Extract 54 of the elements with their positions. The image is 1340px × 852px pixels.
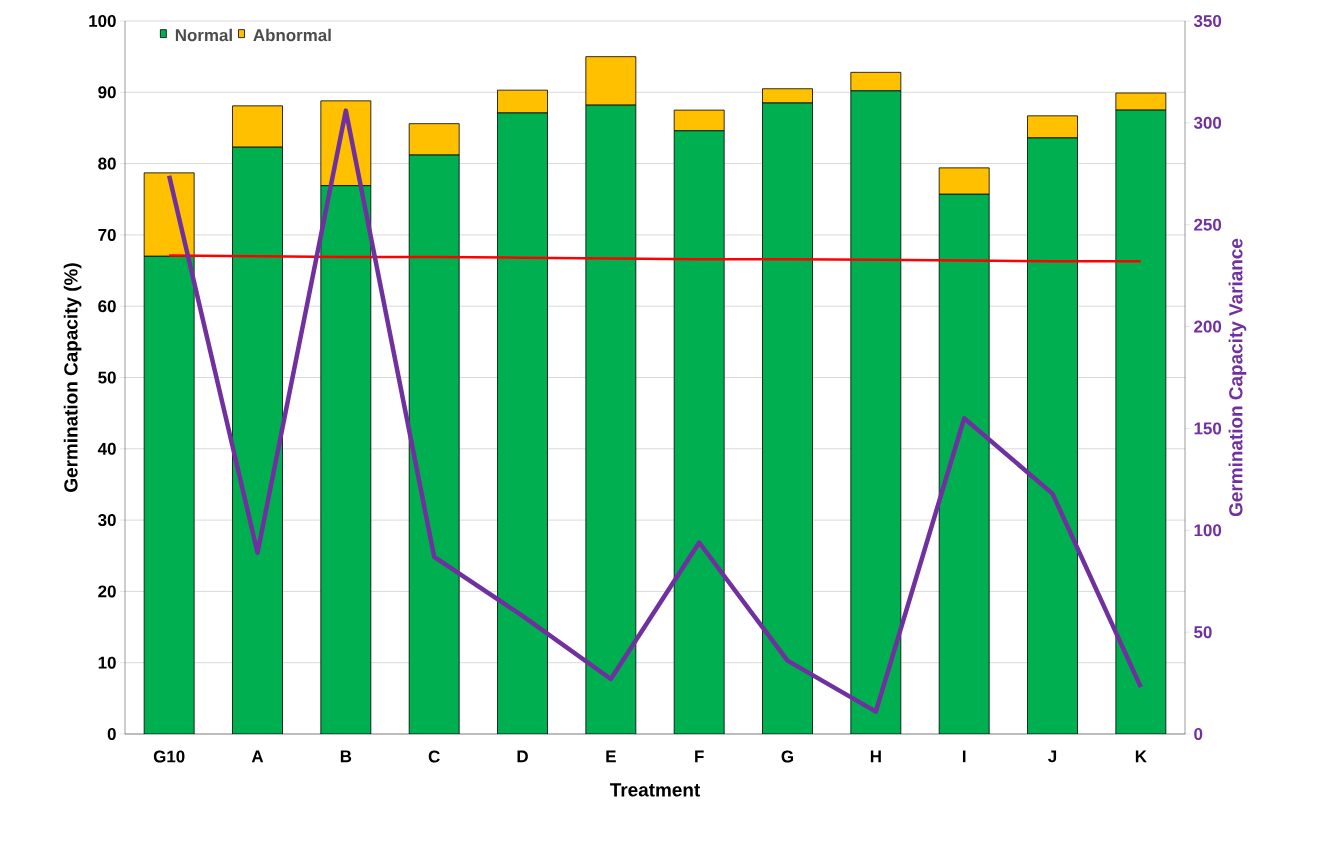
y-tick-label: 80 — [98, 157, 116, 170]
y2-tick-label: 150 — [1194, 422, 1222, 435]
bar — [1115, 109, 1167, 734]
legend-label: Normal — [175, 28, 232, 42]
y2-axis-title: Germination Capacity Variance — [1228, 238, 1247, 517]
x-tick-label: E — [606, 750, 616, 763]
bar — [497, 112, 548, 734]
y2-tick-label: 0 — [1194, 728, 1203, 740]
x-tick-label: B — [340, 750, 352, 763]
bar — [143, 255, 195, 734]
x-tick-label: C — [428, 750, 440, 763]
y-tick-label: 0 — [107, 728, 116, 740]
bar — [232, 105, 283, 148]
x-tick-label: F — [695, 750, 704, 763]
y-tick-label: 70 — [98, 228, 116, 241]
x-tick-label: H — [870, 750, 881, 763]
bar — [673, 109, 725, 132]
x-tick-label: K — [1135, 750, 1147, 763]
x-tick-label: G — [781, 750, 794, 763]
y-axis-title: Germination Capacity (%) — [63, 263, 82, 492]
y-tick-label: 40 — [97, 442, 116, 455]
bar — [850, 90, 902, 734]
y2-tick-label: 100 — [1194, 524, 1222, 537]
legend-label: Abnormal — [253, 28, 331, 42]
bar — [232, 146, 283, 734]
line-series — [166, 108, 1144, 714]
x-tick-label: I — [962, 750, 966, 763]
y-tick-label: 50 — [98, 371, 116, 384]
y-tick-label: 90 — [98, 86, 116, 99]
bar — [938, 193, 990, 734]
y-tick-label: 60 — [98, 300, 116, 313]
y2-tick-label: 350 — [1193, 14, 1222, 27]
x-tick-label: D — [517, 750, 528, 763]
y-tick-label: 10 — [98, 656, 116, 669]
x-tick-label: G10 — [153, 750, 185, 763]
y-tick-label: 100 — [89, 14, 116, 27]
x-axis-title: Treatment — [609, 783, 700, 797]
y2-tick-label: 300 — [1193, 116, 1222, 129]
bar — [585, 104, 637, 734]
bar — [938, 167, 990, 195]
bar — [408, 123, 460, 156]
bar — [1027, 115, 1078, 139]
x-tick-label: A — [251, 750, 264, 763]
y-tick-label: 20 — [98, 585, 116, 598]
y2-tick-label: 50 — [1194, 626, 1212, 639]
bar — [1027, 137, 1078, 734]
y-tick-label: 30 — [98, 514, 116, 527]
y2-tick-label: 200 — [1194, 320, 1222, 333]
x-tick-label: J — [1048, 750, 1057, 763]
bar — [408, 154, 460, 734]
bar — [320, 185, 372, 734]
y2-tick-label: 250 — [1194, 218, 1222, 231]
bar — [673, 130, 725, 734]
bar — [762, 102, 813, 734]
